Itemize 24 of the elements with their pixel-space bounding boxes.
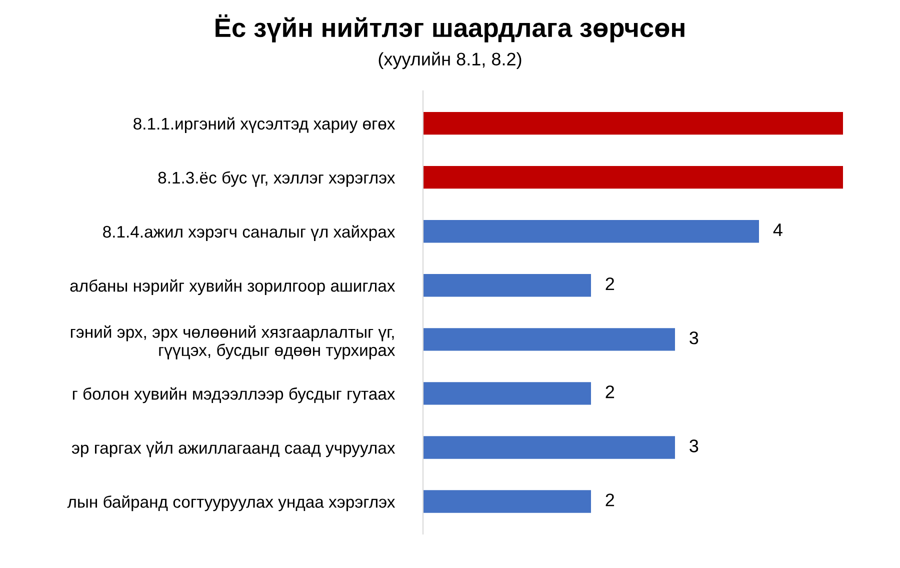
- y-tick-label: г болон хувийн мэдээллээр бусдыг гутаах: [72, 387, 396, 404]
- bar: [423, 274, 591, 297]
- y-tick-label: лын байранд согтууруулах ундаа хэрэглэх: [67, 495, 396, 512]
- y-tick-label: 8.1.3.ёс бус үг, хэллэг хэрэглэх: [158, 171, 396, 187]
- data-label: 3: [690, 440, 698, 452]
- bar: [423, 112, 843, 135]
- data-label: 2: [606, 386, 614, 398]
- chart-title: Ёс зүйн нийтлэг шаардлага зөрчсөн: [216, 14, 684, 42]
- y-tick-label: эр гаргах үйл ажиллагаанд саад учруулах: [72, 441, 396, 458]
- bar: [423, 220, 759, 243]
- data-label: 4: [773, 224, 782, 236]
- bar: [423, 382, 591, 405]
- y-tick-label: гэний эрх, эрх чөлөөний хязгаарлалтыг үг, гүүцэх, бусдыг өдөөн турхирах: [70, 325, 396, 360]
- bar: [423, 166, 843, 189]
- chart-subtitle: (хуулийн 8.1, 8.2): [378, 52, 522, 70]
- data-label: 3: [690, 331, 698, 344]
- bar: [423, 328, 675, 351]
- bar: [423, 436, 675, 459]
- y-tick-label: 8.1.1.иргэний хүсэлтэд хариу өгөх: [134, 117, 396, 133]
- bar: [423, 490, 591, 513]
- y-tick-label: 8.1.4.ажил хэрэгч саналыг үл хайхрах: [103, 225, 396, 241]
- y-tick-label: албаны нэрийг хувийн зорилгоор ашиглах: [70, 279, 396, 296]
- data-label: 2: [606, 494, 614, 506]
- data-label: 2: [606, 277, 614, 290]
